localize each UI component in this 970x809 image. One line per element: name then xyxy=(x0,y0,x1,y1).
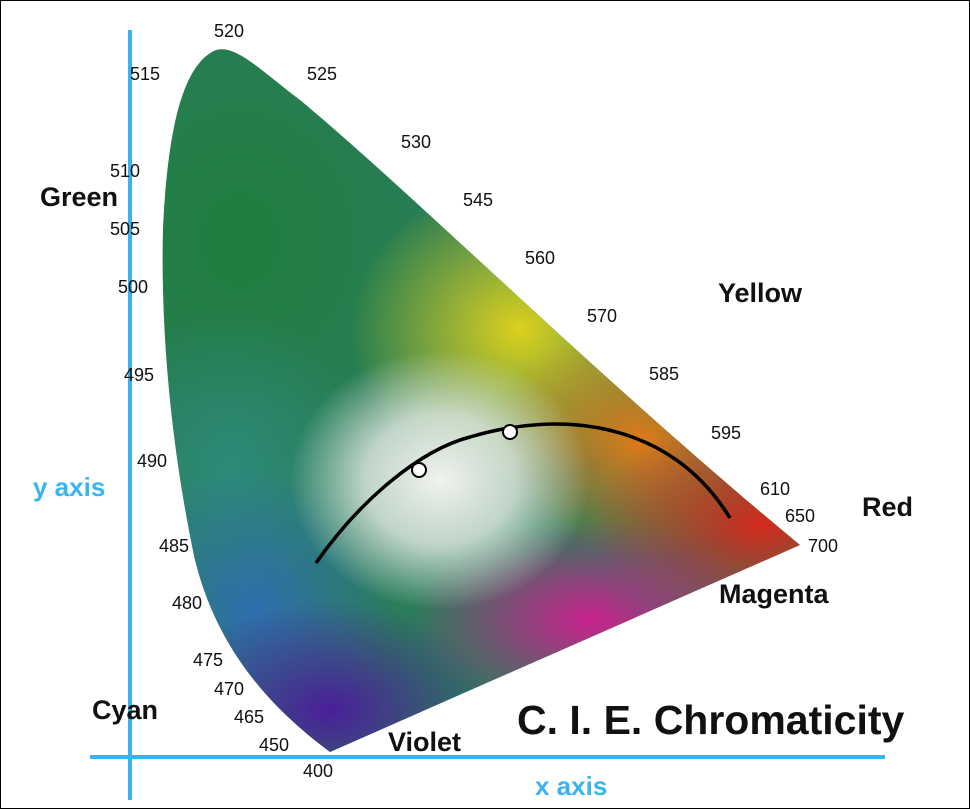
wavelength-label: 500 xyxy=(118,277,148,297)
wavelength-label: 520 xyxy=(214,21,244,41)
spectral-gamut xyxy=(162,49,801,752)
wavelength-label: 475 xyxy=(193,650,223,670)
planckian-locus xyxy=(314,422,732,565)
wavelength-label: 560 xyxy=(525,248,555,268)
region-label-cyan: Cyan xyxy=(92,695,158,725)
wavelength-label: 480 xyxy=(172,593,202,613)
wavelength-label: 585 xyxy=(649,364,679,384)
wavelength-label: 495 xyxy=(124,365,154,385)
wavelength-label: 525 xyxy=(307,64,337,84)
white-point-2 xyxy=(502,424,518,440)
wavelength-label: 400 xyxy=(303,761,333,781)
wavelength-label: 450 xyxy=(259,735,289,755)
region-label-yellow: Yellow xyxy=(718,278,803,308)
wavelength-label: 570 xyxy=(587,306,617,326)
wavelength-label: 465 xyxy=(234,707,264,727)
wavelength-label: 490 xyxy=(137,451,167,471)
wavelength-label: 545 xyxy=(463,190,493,210)
y-axis-label: y axis xyxy=(33,472,105,502)
wavelength-label: 700 xyxy=(808,536,838,556)
diagram-title: C. I. E. Chromaticity xyxy=(517,697,904,743)
region-label-violet: Violet xyxy=(388,727,461,757)
wavelength-label: 515 xyxy=(130,64,160,84)
region-label-green: Green xyxy=(40,182,118,212)
region-label-red: Red xyxy=(862,492,913,522)
wavelength-label: 595 xyxy=(711,423,741,443)
wavelength-label: 530 xyxy=(401,132,431,152)
x-axis-label: x axis xyxy=(535,771,607,801)
wavelength-label: 510 xyxy=(110,161,140,181)
wavelength-label: 650 xyxy=(785,506,815,526)
white-point-1 xyxy=(411,462,427,478)
wavelength-label: 505 xyxy=(110,219,140,239)
wavelength-label: 470 xyxy=(214,679,244,699)
wavelength-label: 610 xyxy=(760,479,790,499)
wavelength-label: 485 xyxy=(159,536,189,556)
region-label-magenta: Magenta xyxy=(719,579,830,609)
